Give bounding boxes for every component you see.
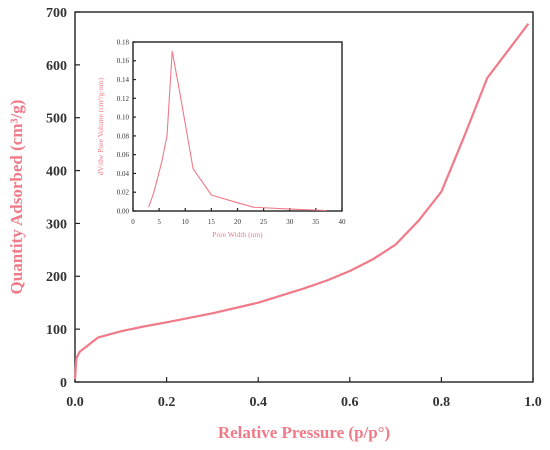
inset-x-tick-label: 15 [208, 218, 216, 226]
inset-y-axis-title: dV/dw Pore Volume (cm³/g·nm) [96, 77, 105, 175]
main-chart: 0.0 0.2 0.4 0.6 0.8 1.00100200300400500600700… [7, 6, 542, 442]
main-x-tick-label: 0.8 [433, 395, 451, 410]
inset-plot-frame [132, 41, 343, 212]
inset-y-tick-label: 0.10 [117, 114, 130, 122]
inset-x-tick-label: 25 [260, 218, 268, 226]
main-x-tick-label: 0.2 [158, 395, 176, 410]
inset-x-tick-label: 20 [234, 218, 242, 226]
main-x-tick-label: 0.6 [341, 395, 359, 410]
inset-x-tick-label: 40 [339, 218, 347, 226]
inset-chart: 0 5 10 15 20 25 30 35 40 0.00 0.02 0.04 0.06 0.08 0.10… [96, 38, 346, 239]
inset-y-tick-label: 0.00 [117, 207, 130, 215]
inset-x-tick-label: 35 [312, 218, 320, 226]
main-x-tick-label: 1.0 [524, 395, 542, 410]
main-y-axis-title: Quantity Adsorbed (cm³/g) [7, 100, 26, 295]
main-y-tick-label: 400 [46, 164, 67, 179]
main-y-tick-label: 600 [46, 59, 67, 74]
main-series-line [73, 22, 530, 380]
main-y-tick-label: 700 [46, 6, 67, 21]
inset-y-tick-label: 0.06 [117, 151, 130, 159]
inset-y-tick-label: 0.16 [117, 57, 130, 65]
inset-y-tick-label: 0.04 [117, 170, 130, 178]
inset-y-tick-label: 0.12 [117, 95, 130, 103]
main-y-tick-label: 200 [46, 270, 67, 285]
main-x-tick-label: 0.4 [249, 395, 267, 410]
main-y-tick-label: 100 [46, 323, 67, 338]
inset-series-line [148, 50, 327, 212]
main-y-tick-label: 0 [60, 376, 67, 391]
main-y-tick-label: 300 [46, 217, 67, 232]
inset-y-tick-label: 0.18 [117, 38, 130, 46]
inset-x-tick-label: 5 [157, 218, 161, 226]
main-x-axis-title: Relative Pressure (p/p°) [218, 423, 390, 442]
inset-y-tick-label: 0.14 [117, 76, 130, 84]
main-plot-frame [74, 11, 534, 383]
inset-x-tick-label: 30 [286, 218, 294, 226]
inset-x-axis-title: Pore Width (nm) [212, 230, 263, 239]
main-x-tick-label: 0.0 [66, 395, 84, 410]
inset-x-tick-label: 10 [182, 218, 190, 226]
inset-y-tick-label: 0.08 [117, 132, 130, 140]
inset-y-tick-label: 0.02 [117, 189, 130, 197]
inset-x-tick-label: 0 [131, 218, 135, 226]
main-y-tick-label: 500 [46, 112, 67, 127]
